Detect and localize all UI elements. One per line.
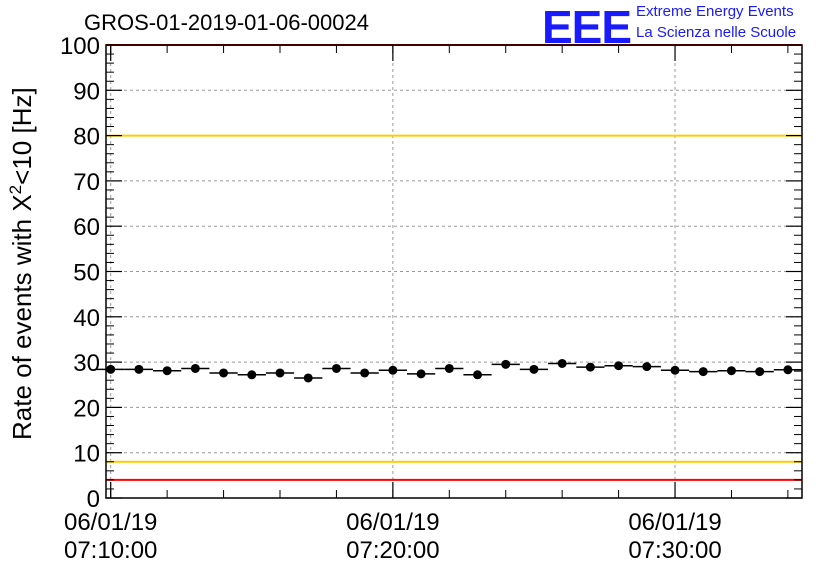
data-marker — [642, 362, 652, 372]
data-marker — [331, 363, 341, 373]
data-marker — [275, 368, 285, 378]
y-tick-label: 40 — [73, 305, 100, 332]
y-tick-labels: 0 10 20 30 40 50 60 70 80 90 100 — [60, 33, 100, 513]
data-point — [491, 359, 520, 369]
data-marker — [755, 367, 765, 377]
data-marker — [134, 364, 144, 374]
y-tick-label: 60 — [73, 214, 100, 241]
data-marker — [726, 366, 736, 376]
x-tick-date-label: 06/01/19 — [628, 509, 721, 536]
data-marker — [614, 361, 624, 371]
data-point — [463, 370, 492, 380]
data-point — [435, 363, 464, 373]
data-point — [604, 361, 633, 371]
data-marker — [501, 359, 511, 369]
y-tick-label: 20 — [73, 395, 100, 422]
data-point — [745, 367, 774, 377]
data-point — [294, 373, 323, 383]
data-marker — [670, 365, 680, 375]
data-point — [689, 367, 718, 377]
y-tick-label: 30 — [73, 350, 100, 377]
data-point — [717, 366, 746, 376]
axis-ticks — [106, 44, 802, 499]
data-marker — [473, 370, 483, 380]
data-marker — [585, 362, 595, 372]
data-marker — [416, 369, 426, 379]
y-axis-label: Rate of events with X2<10 [Hz] — [6, 87, 37, 440]
data-marker — [360, 368, 370, 378]
data-point — [519, 364, 549, 374]
y-tick-label: 100 — [60, 33, 100, 60]
data-point — [548, 358, 577, 368]
data-marker — [106, 364, 116, 374]
org-name-line1: Extreme Energy Events — [636, 3, 794, 20]
data-point — [209, 368, 238, 378]
data-point — [237, 370, 266, 380]
data-marker — [162, 366, 172, 376]
data-marker — [219, 368, 229, 378]
x-tick-time-label: 07:20:00 — [346, 537, 439, 564]
data-marker — [444, 363, 454, 373]
data-point — [773, 365, 802, 375]
data-point — [181, 363, 210, 373]
data-marker — [698, 367, 708, 377]
org-name-line2: La Scienza nelle Scuole — [636, 24, 797, 41]
chart-title: GROS-01-2019-01-06-00024 — [84, 10, 369, 35]
x-tick-date-label: 06/01/19 — [346, 509, 439, 536]
x-tick-time-label: 07:30:00 — [628, 537, 721, 564]
x-tick-time-label: 07:10:00 — [64, 537, 157, 564]
data-marker — [529, 364, 539, 374]
grid-lines — [106, 45, 802, 498]
x-tick-labels: 06/01/1907:10:0006/01/1907:20:0006/01/19… — [64, 509, 722, 564]
data-point — [576, 362, 605, 372]
data-marker — [190, 363, 200, 373]
data-point — [322, 363, 351, 373]
data-point — [265, 368, 295, 378]
data-point — [96, 364, 125, 374]
data-point — [406, 369, 436, 379]
data-point — [378, 365, 407, 375]
y-tick-label: 10 — [73, 441, 100, 468]
reference-lines — [106, 44, 802, 481]
data-point — [350, 368, 379, 378]
data-marker — [557, 358, 567, 368]
data-marker — [303, 373, 313, 383]
data-marker — [247, 370, 257, 380]
data-marker — [783, 365, 793, 375]
y-tick-label: 70 — [73, 169, 100, 196]
y-tick-label: 0 — [87, 486, 100, 513]
data-point — [660, 365, 690, 375]
y-tick-label: 90 — [73, 78, 100, 105]
data-point — [124, 364, 154, 374]
data-point — [153, 366, 182, 376]
data-point — [632, 362, 661, 372]
x-tick-date-label: 06/01/19 — [64, 509, 157, 536]
data-marker — [388, 365, 398, 375]
y-tick-label: 80 — [73, 124, 100, 151]
y-tick-label: 50 — [73, 260, 100, 287]
